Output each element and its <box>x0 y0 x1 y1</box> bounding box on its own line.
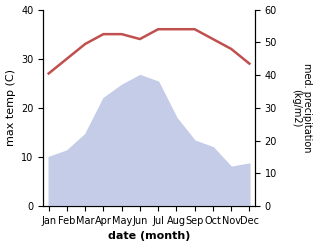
Y-axis label: max temp (C): max temp (C) <box>5 69 16 146</box>
Y-axis label: med. precipitation
(kg/m2): med. precipitation (kg/m2) <box>291 63 313 153</box>
X-axis label: date (month): date (month) <box>108 231 190 242</box>
